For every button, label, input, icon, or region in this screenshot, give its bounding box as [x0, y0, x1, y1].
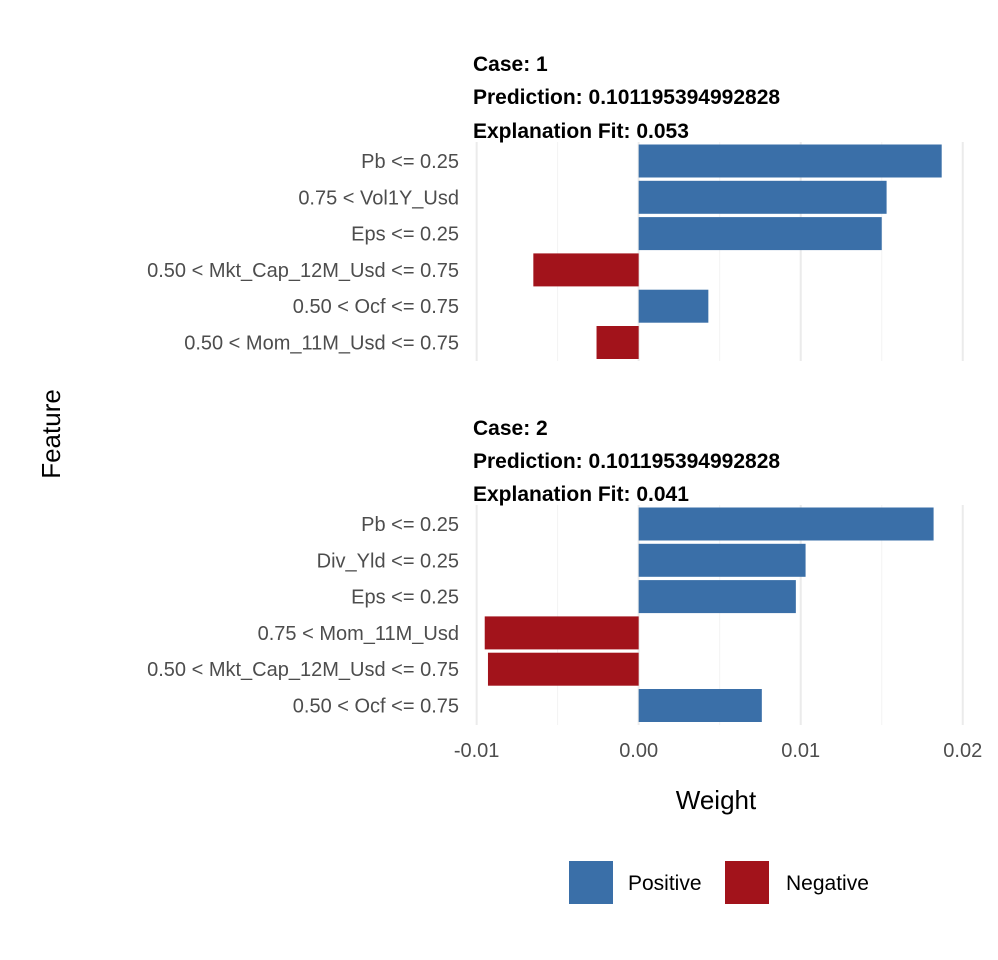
feature-label: 0.50 < Ocf <= 0.75	[293, 296, 459, 318]
panel-explanation-fit-text: Explanation Fit: 0.053	[473, 120, 689, 143]
legend: Positive Negative	[569, 861, 869, 904]
panel-case-1: Case: 1 Prediction: 0.101195394992828 Expl…	[147, 53, 964, 361]
feature-label: Eps <= 0.25	[351, 587, 459, 609]
x-axis: -0.01 0.00 0.01 0.02	[454, 740, 982, 762]
feature-label: 0.50 < Mom_11M_Usd <= 0.75	[184, 333, 459, 355]
feature-label: 0.50 < Mkt_Cap_12M_Usd <= 0.75	[147, 659, 459, 681]
panel-prediction-text: Prediction: 0.101195394992828	[473, 450, 780, 473]
legend-key	[725, 861, 769, 904]
feature-label: 0.75 < Vol1Y_Usd	[298, 187, 459, 209]
feature-label: Div_Yld <= 0.25	[317, 550, 459, 572]
feature-label: 0.75 < Mom_11M_Usd	[258, 623, 459, 645]
bar	[638, 543, 806, 577]
panel-explanation-fit-text: Explanation Fit: 0.041	[473, 483, 689, 506]
bar	[638, 289, 709, 323]
panel-case-2: Case: 2 Prediction: 0.101195394992828 Expl…	[147, 417, 964, 725]
x-axis-title: Weight	[676, 785, 757, 815]
bar	[638, 217, 882, 251]
panel-case-title: Case: 1	[473, 53, 548, 76]
x-tick-label: 0.00	[619, 740, 658, 762]
feature-label: Pb <= 0.25	[361, 151, 459, 173]
bar	[533, 253, 639, 287]
bar	[484, 616, 639, 650]
feature-label: 0.50 < Mkt_Cap_12M_Usd <= 0.75	[147, 260, 459, 282]
bar	[638, 144, 942, 178]
bar	[487, 652, 639, 686]
x-tick-label: 0.02	[943, 740, 982, 762]
bar	[638, 689, 762, 722]
legend-label: Positive	[628, 872, 702, 895]
x-tick-label: -0.01	[454, 740, 500, 762]
legend-label: Negative	[786, 872, 869, 895]
panel-case-title: Case: 2	[473, 417, 548, 440]
panel-prediction-text: Prediction: 0.101195394992828	[473, 86, 780, 109]
feature-label: 0.50 < Ocf <= 0.75	[293, 696, 459, 718]
bar	[596, 326, 639, 359]
feature-label: Pb <= 0.25	[361, 514, 459, 536]
bar	[638, 507, 934, 541]
feature-label: Eps <= 0.25	[351, 224, 459, 246]
bar	[638, 180, 887, 214]
x-tick-label: 0.01	[781, 740, 820, 762]
legend-key	[569, 861, 613, 904]
y-axis-title: Feature	[36, 389, 66, 479]
panels-layer: Case: 1 Prediction: 0.101195394992828 Expl…	[147, 53, 964, 725]
bar	[638, 580, 796, 614]
